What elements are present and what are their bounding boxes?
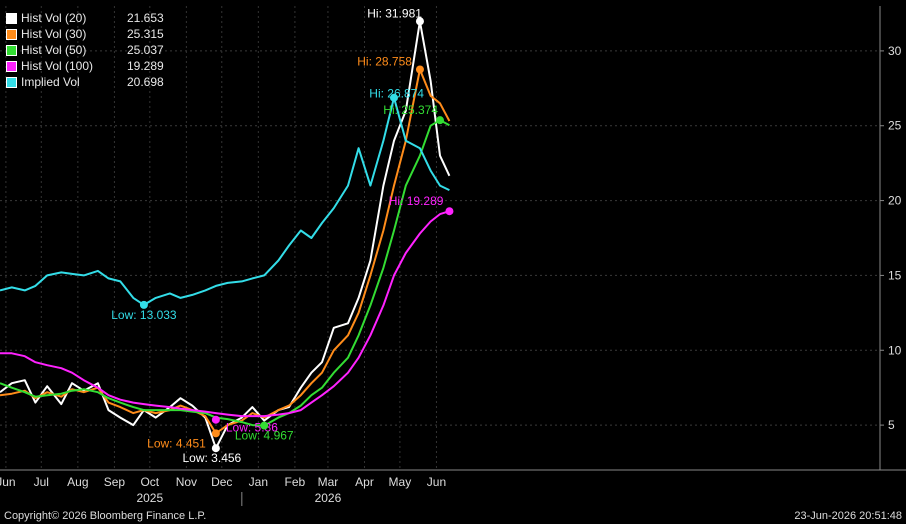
legend-swatch — [6, 12, 17, 24]
annotation-marker — [389, 93, 398, 102]
annotation-label: Low: 3.456 — [183, 451, 242, 465]
series-line-4 — [0, 96, 450, 306]
x-tick-label: Jun — [0, 475, 16, 489]
legend-item-hist-vol-20: Hist Vol (20) 21.653 — [6, 10, 164, 26]
annotation-label: Low: 4.967 — [235, 429, 294, 443]
x-tick-label: Sep — [104, 475, 126, 489]
legend-item-implied-vol: Implied Vol 20.698 — [6, 74, 164, 90]
annotation-marker — [445, 207, 454, 216]
series-line-2 — [0, 119, 450, 427]
legend-item-hist-vol-30: Hist Vol (30) 25.315 — [6, 26, 164, 42]
x-tick-label: Apr — [355, 475, 374, 489]
legend-label: Hist Vol (30) — [21, 27, 87, 41]
legend-label: Hist Vol (50) — [21, 43, 87, 57]
series-line-3 — [0, 210, 450, 418]
annotation-label: Hi: 31.981 — [367, 6, 422, 20]
legend: Hist Vol (20) 21.653 Hist Vol (30) 25.31… — [6, 10, 164, 90]
legend-swatch — [6, 60, 17, 72]
annotation-marker — [211, 415, 220, 424]
legend-value: 21.653 — [127, 11, 164, 25]
annotation-label: Hi: 26.874 — [369, 87, 424, 101]
legend-swatch — [6, 76, 17, 88]
x-tick-label: Jun — [427, 475, 446, 489]
x-tick-label: Dec — [211, 475, 232, 489]
legend-swatch — [6, 44, 17, 56]
x-tick-label: Nov — [176, 475, 197, 489]
x-tick-label: Oct — [140, 475, 159, 489]
legend-value: 20.698 — [127, 75, 164, 89]
annotation-label: Low: 13.033 — [111, 308, 177, 322]
annotation-label: Low: 4.451 — [147, 436, 206, 450]
annotation-marker — [139, 300, 148, 309]
year-label: 2026 — [315, 491, 342, 505]
annotation-marker — [211, 444, 220, 453]
y-tick-label: 5 — [888, 418, 895, 432]
legend-label: Implied Vol — [21, 75, 80, 89]
x-tick-label: Jul — [34, 475, 49, 489]
series-line-1 — [0, 68, 451, 435]
x-tick-label: Mar — [318, 475, 339, 489]
copyright-text: Copyright© 2026 Bloomberg Finance L.P. — [4, 510, 207, 522]
x-tick-label: Feb — [285, 475, 306, 489]
annotation-marker — [436, 116, 444, 125]
annotation-label: Hi: 25.374 — [383, 103, 438, 117]
y-tick-label: 30 — [888, 44, 902, 58]
legend-label: Hist Vol (100) — [21, 59, 94, 73]
legend-item-hist-vol-100: Hist Vol (100) 19.289 — [6, 58, 164, 74]
legend-value: 19.289 — [127, 59, 164, 73]
legend-value: 25.315 — [127, 27, 164, 41]
y-tick-label: 20 — [888, 194, 902, 208]
legend-item-hist-vol-50: Hist Vol (50) 25.037 — [6, 42, 164, 58]
legend-swatch — [6, 28, 17, 40]
annotation-label: Hi: 19.289 — [389, 194, 444, 208]
y-tick-label: 15 — [888, 268, 902, 282]
y-tick-label: 25 — [888, 119, 902, 133]
annotation-marker — [211, 429, 220, 438]
y-tick-label: 10 — [888, 343, 902, 357]
annotation-marker — [415, 65, 424, 74]
annotation-label: Hi: 28.758 — [357, 54, 412, 68]
legend-label: Hist Vol (20) — [21, 11, 87, 25]
annotation-marker — [260, 421, 269, 430]
annotation-marker — [415, 17, 424, 26]
x-tick-label: Aug — [67, 475, 88, 489]
year-label: 2025 — [136, 491, 163, 505]
x-tick-label: May — [389, 475, 412, 489]
legend-value: 25.037 — [127, 43, 164, 57]
timestamp-text: 23-Jun-2026 20:51:48 — [794, 510, 902, 522]
x-tick-label: Jan — [249, 475, 268, 489]
